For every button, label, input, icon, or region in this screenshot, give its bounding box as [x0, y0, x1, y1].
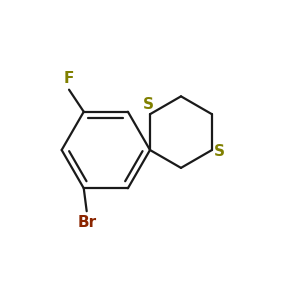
Text: Br: Br	[77, 215, 96, 230]
Text: S: S	[214, 144, 225, 159]
Text: S: S	[143, 97, 154, 112]
Text: F: F	[64, 71, 74, 86]
